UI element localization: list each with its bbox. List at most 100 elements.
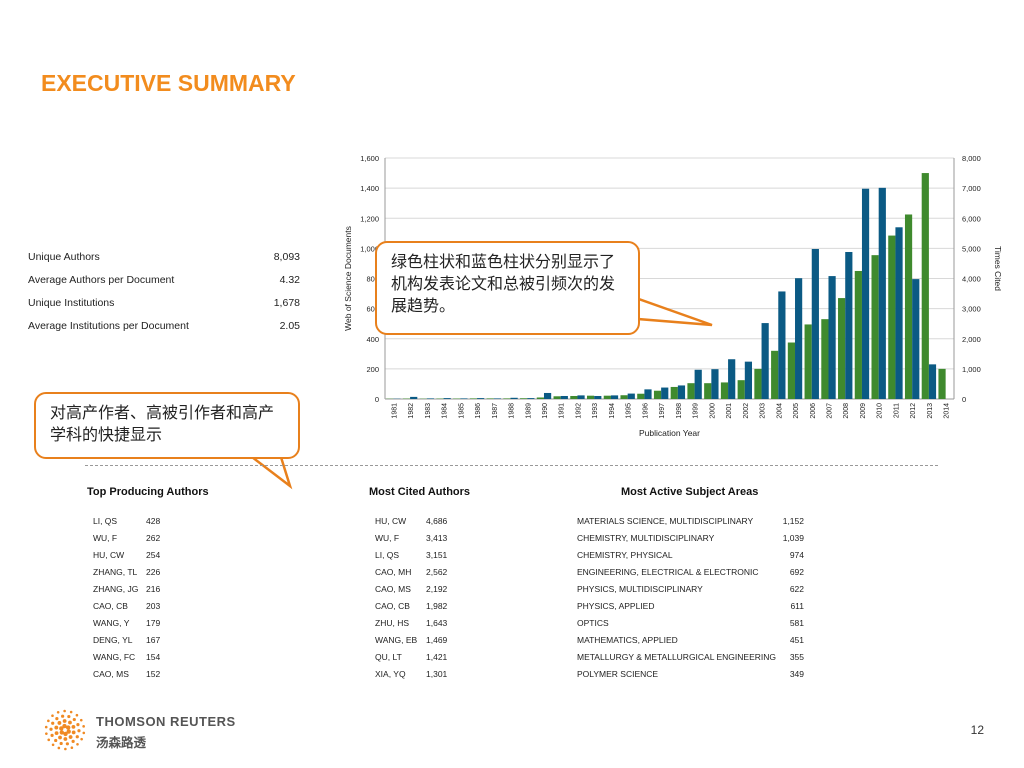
- logo-dot: [82, 731, 86, 735]
- table-row: ZHANG, TL 226: [93, 566, 186, 583]
- top-authors-table: LI, QS 428 WU, F 262 HU, CW 254 ZHANG, TL 226 ZH…: [93, 515, 186, 685]
- bar-times-cited: [644, 389, 652, 399]
- table-row: WANG, FC 154: [93, 651, 186, 668]
- y-tick-label: 1,200: [360, 214, 379, 223]
- y-tick-label: 1,400: [360, 184, 379, 193]
- logo-dot: [80, 737, 83, 741]
- table-cell-name: CAO, MH: [375, 567, 412, 577]
- y-tick-label: 600: [366, 305, 379, 314]
- table-cell-name: ZHANG, TL: [93, 567, 138, 577]
- bar-times-cited: [895, 227, 903, 399]
- x-tick-label: 1996: [642, 403, 649, 419]
- bar-times-cited: [711, 369, 719, 399]
- bar-documents: [904, 214, 913, 399]
- y-tick-label: 200: [366, 365, 379, 374]
- logo-dot: [51, 743, 55, 747]
- bar-times-cited: [878, 187, 886, 399]
- x-tick-label: 1985: [458, 403, 465, 419]
- table-cell-value: 611: [790, 601, 804, 611]
- bar-times-cited: [627, 393, 635, 399]
- table-cell-value: 179: [146, 618, 161, 628]
- table-cell-name: ZHU, HS: [375, 618, 409, 628]
- logo-dot: [61, 714, 65, 718]
- logo-dot: [71, 724, 76, 729]
- bar-times-cited: [744, 361, 753, 399]
- y2-tick-label: 8,000: [962, 154, 981, 163]
- x-tick-label: 1997: [659, 403, 666, 419]
- brand-name: THOMSON REUTERS: [96, 714, 236, 729]
- bar-documents: [704, 383, 712, 399]
- x-tick-label: 1993: [592, 403, 599, 419]
- bar-documents: [771, 350, 779, 399]
- x-axis-label: Publication Year: [639, 428, 700, 438]
- table-row: CHEMISTRY, PHYSICAL 974: [577, 549, 804, 566]
- x-tick-label: 2007: [826, 403, 833, 419]
- logo-dot: [75, 713, 79, 717]
- table-cell-name: CAO, CB: [93, 601, 128, 611]
- slide-title: EXECUTIVE SUMMARY: [41, 70, 296, 96]
- table-cell-value: 167: [146, 635, 161, 645]
- logo-dot: [72, 717, 76, 722]
- table-cell-name: CHEMISTRY, MULTIDISCIPLINARY: [577, 533, 715, 543]
- bar-documents: [536, 397, 544, 399]
- table-cell-name: OPTICS: [577, 618, 609, 628]
- x-tick-label: 2004: [776, 403, 783, 419]
- logo-dot: [54, 738, 58, 743]
- bar-times-cited: [728, 359, 736, 399]
- bar-times-cited: [778, 291, 786, 399]
- bar-documents: [637, 393, 645, 399]
- bar-times-cited: [426, 398, 435, 399]
- bar-documents: [938, 368, 946, 399]
- table-row: METALLURGY & METALLURGICAL ENGINEERING 35…: [577, 651, 804, 668]
- table-cell-value: 1,982: [426, 601, 448, 611]
- x-tick-label: 2000: [709, 403, 716, 419]
- table-cell-value: 1,152: [782, 516, 804, 526]
- table-cell-name: LI, QS: [375, 550, 400, 560]
- table-cell-name: PHYSICS, MULTIDISCIPLINARY: [577, 584, 703, 594]
- logo-dot: [64, 747, 67, 751]
- stat-row: Unique Institutions 1,678: [28, 296, 300, 319]
- stat-value: 2.05: [279, 320, 300, 332]
- bar-documents: [921, 173, 929, 399]
- y-tick-label: 1,600: [360, 154, 379, 163]
- x-tick-label: 1990: [542, 403, 549, 419]
- logo-dot: [57, 721, 62, 725]
- bar-documents: [570, 395, 578, 399]
- logo-dot: [67, 714, 71, 719]
- logo-dot: [54, 731, 59, 736]
- bar-documents: [553, 396, 561, 399]
- table-cell-value: 1,643: [426, 618, 448, 628]
- bar-times-cited: [477, 398, 485, 399]
- table-row: LI, QS 428: [93, 515, 186, 532]
- table-row: DENG, YL 167: [93, 634, 186, 651]
- table-row: CAO, CB 1,982: [375, 600, 466, 617]
- bar-times-cited: [460, 398, 468, 399]
- table-cell-value: 4,686: [426, 516, 448, 526]
- logo-dot: [58, 735, 62, 740]
- bar-times-cited: [410, 396, 418, 399]
- table-row: WANG, EB 1,469: [375, 634, 466, 651]
- bar-times-cited: [661, 387, 669, 399]
- table-cell-name: WU, F: [93, 533, 118, 543]
- table-cell-value: 254: [146, 550, 161, 560]
- y-tick-label: 1,000: [360, 244, 379, 253]
- logo-dot: [75, 735, 79, 739]
- table-cell-value: 692: [789, 567, 804, 577]
- bar-times-cited: [443, 398, 451, 399]
- table-cell-value: 152: [146, 669, 161, 679]
- bar-documents: [804, 324, 812, 399]
- y-axis-label: Web of Science Documents: [343, 226, 353, 331]
- logo-dot: [57, 746, 61, 750]
- bar-documents: [603, 395, 611, 399]
- bar-documents: [888, 235, 896, 399]
- brand-name-cn: 汤森路透: [96, 735, 147, 750]
- x-tick-label: 2006: [810, 403, 817, 419]
- bar-documents: [670, 386, 678, 399]
- x-tick-label: 2009: [860, 403, 867, 419]
- logo-dot: [51, 721, 55, 725]
- logo-dot: [47, 738, 51, 742]
- x-tick-label: 2010: [877, 403, 884, 419]
- logo-dot: [76, 743, 79, 746]
- logo-dot: [71, 739, 75, 743]
- logo-dot: [49, 727, 53, 731]
